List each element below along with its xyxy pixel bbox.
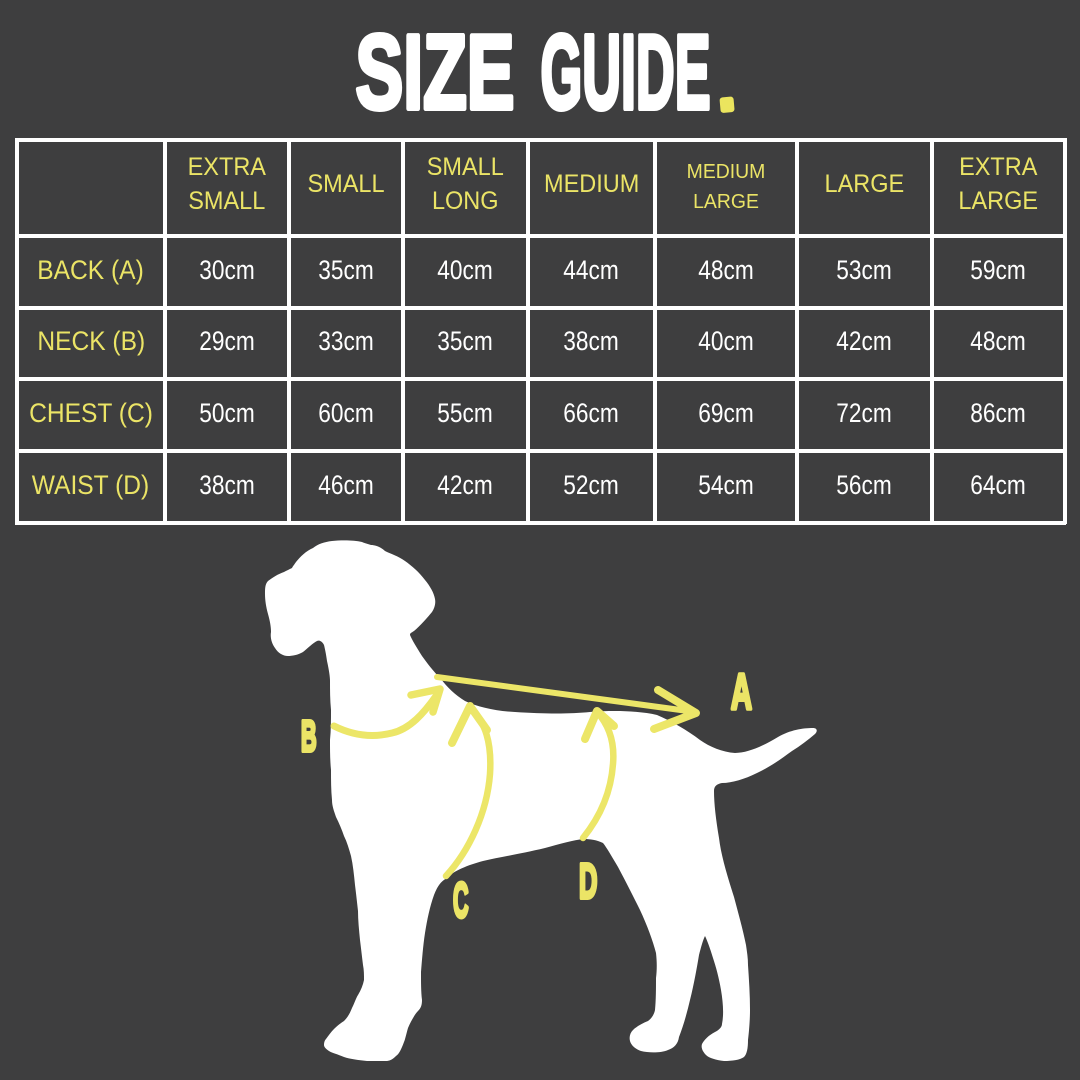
svg-text:GUIDE: GUIDE [541, 14, 711, 132]
svg-text:SIZE: SIZE [356, 14, 515, 132]
svg-text:B: B [301, 713, 317, 761]
svg-text:A: A [731, 664, 752, 720]
svg-text:D: D [579, 855, 597, 909]
svg-text:C: C [453, 874, 469, 928]
